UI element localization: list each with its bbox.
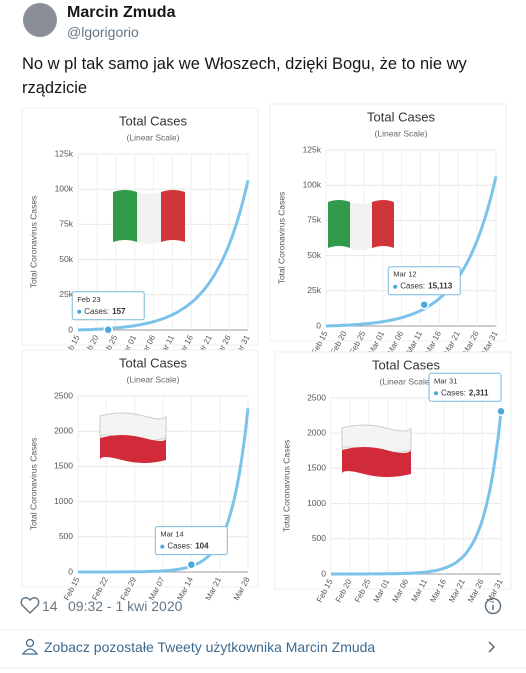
y-tick-label: 1000 — [54, 496, 73, 506]
y-tick-label: 2000 — [54, 425, 73, 435]
tooltip-text: Cases: 15,113 — [400, 282, 452, 291]
tooltip-point — [186, 559, 197, 570]
avatar[interactable] — [23, 3, 57, 37]
tooltip-box — [154, 526, 228, 556]
tooltip-text: Cases: 157 — [84, 307, 126, 316]
y-tick-label: 125k — [303, 144, 322, 154]
timestamp[interactable]: 09:32 - 1 kwi 2020 — [68, 598, 183, 614]
y-tick-label: 500 — [59, 531, 73, 541]
chart-title: Total Cases — [372, 357, 440, 372]
y-axis-label: Total Coronavirus Cases — [276, 192, 286, 285]
y-tick-label: 1500 — [307, 463, 326, 473]
tooltip-point — [419, 299, 429, 310]
tooltip-point — [496, 406, 506, 417]
tooltip-date: Mar 12 — [393, 270, 416, 279]
tooltip-box — [387, 266, 461, 296]
tooltip-value: 157 — [112, 307, 126, 316]
tooltip-text: Cases: 104 — [167, 542, 209, 551]
tooltip-bullet — [434, 391, 438, 396]
chart-title: Total Cases — [119, 355, 187, 370]
like-count: 14 — [42, 598, 58, 614]
tooltip-text: Cases: 2,311 — [441, 388, 489, 397]
y-tick-label: 125k — [55, 148, 74, 158]
flag-italy — [113, 190, 185, 244]
tooltip-value: 2,311 — [469, 388, 489, 397]
chart-subtitle: (Linear Scale) — [375, 128, 428, 138]
y-tick-label: 1000 — [307, 498, 326, 508]
y-tick-label: 100k — [55, 183, 74, 193]
tooltip-date: Feb 23 — [77, 295, 100, 304]
tooltip-value: 104 — [195, 542, 209, 551]
tooltip-box — [428, 372, 502, 402]
chart-subtitle: (Linear Scale) — [127, 374, 180, 384]
chart-subtitle: (Linear Scale) — [380, 376, 433, 386]
chart-subtitle: (Linear Scale) — [127, 132, 180, 142]
tooltip-bullet — [77, 309, 82, 314]
author-name[interactable]: Marcin Zmuda — [67, 4, 176, 21]
person-icon — [25, 638, 35, 648]
y-tick-label: 1500 — [54, 461, 73, 471]
info-icon-dot — [492, 601, 494, 603]
tooltip-bullet — [160, 544, 165, 549]
tooltip-label: Cases: — [400, 282, 425, 291]
tooltip-box — [71, 291, 145, 321]
cases-curve — [325, 176, 498, 328]
info-icon[interactable] — [484, 597, 502, 615]
y-tick-label: 50k — [307, 250, 321, 260]
tooltip-label: Cases: — [167, 542, 192, 551]
y-tick-label: 100k — [303, 179, 322, 189]
chart-title: Total Cases — [119, 113, 187, 128]
y-tick-label: 75k — [59, 219, 73, 229]
y-tick-label: 0 — [68, 324, 73, 334]
y-tick-label: 50k — [59, 254, 73, 264]
y-tick-label: 25k — [307, 285, 321, 295]
tooltip-label: Cases: — [441, 388, 466, 397]
flag-poland — [341, 424, 412, 477]
y-tick-label: 2500 — [307, 392, 326, 402]
y-axis-label: Total Coronavirus Cases — [28, 438, 38, 531]
y-axis-label: Total Coronavirus Cases — [28, 196, 38, 289]
y-tick-label: 25k — [59, 289, 73, 299]
y-tick-label: 75k — [307, 215, 321, 225]
person-icon-body — [21, 648, 39, 655]
y-tick-label: 0 — [321, 568, 326, 578]
y-tick-label: 0 — [316, 320, 321, 330]
tweet-text: No w pl tak samo jak we Włoszech, dzięki… — [22, 55, 467, 97]
tooltip-value: 15,113 — [428, 282, 453, 291]
like-icon[interactable] — [20, 597, 40, 615]
tooltip-date: Mar 31 — [434, 376, 457, 385]
y-axis-label: Total Coronavirus Cases — [281, 440, 291, 533]
chart-title: Total Cases — [367, 109, 435, 124]
tooltip-point — [103, 325, 113, 335]
author-handle[interactable]: @lgorigorio — [67, 24, 139, 40]
tooltip-label: Cases: — [84, 307, 109, 316]
y-tick-label: 0 — [68, 566, 73, 576]
more-tweets-link[interactable]: Zobacz pozostałe Tweety użytkownika Marc… — [44, 639, 376, 655]
y-tick-label: 2000 — [307, 427, 326, 437]
y-tick-label: 2500 — [54, 390, 73, 400]
cases-curve — [331, 411, 503, 576]
chevron[interactable] — [488, 641, 496, 653]
flag-poland — [99, 412, 167, 463]
tooltip-bullet — [393, 284, 398, 289]
flag-italy — [328, 200, 394, 250]
tooltip-date: Mar 14 — [160, 530, 183, 539]
y-tick-label: 500 — [312, 533, 326, 543]
